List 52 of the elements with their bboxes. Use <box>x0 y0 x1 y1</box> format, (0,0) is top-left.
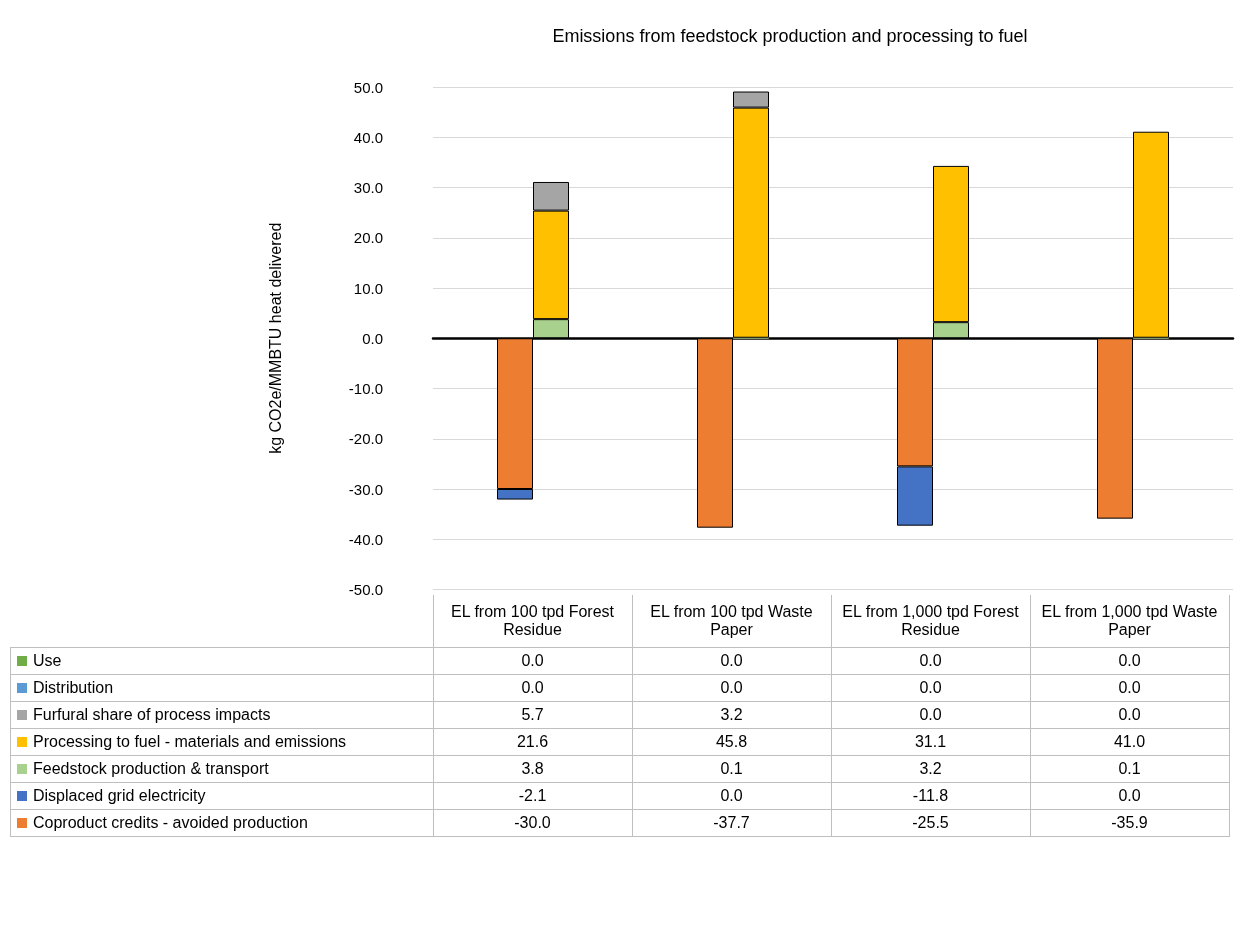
data-label: 0.0 <box>831 701 1030 728</box>
data-label: 3.8 <box>433 755 632 782</box>
data-label: 3.2 <box>831 755 1030 782</box>
data-label: 45.8 <box>632 728 831 755</box>
data-label: 0.0 <box>1030 782 1229 809</box>
y-tick-label: 10.0 <box>353 279 383 297</box>
data-label: 0.1 <box>1030 755 1229 782</box>
data-label: -37.7 <box>632 809 831 836</box>
y-tick-label: 50.0 <box>353 78 383 96</box>
data-label: 0.0 <box>433 647 632 674</box>
x-tick-label: EL from 100 tpd Forest Residue <box>433 595 632 647</box>
data-label: 0.0 <box>632 647 831 674</box>
x-tick-label: EL from 1,000 tpd Forest Residue <box>831 595 1030 647</box>
data-label: 31.1 <box>831 728 1030 755</box>
legend-label: Furfural share of process impacts <box>10 701 433 728</box>
data-label: 21.6 <box>433 728 632 755</box>
y-tick-label: -50.0 <box>348 581 383 598</box>
legend-label: Coproduct credits - avoided production <box>10 809 433 836</box>
legend-label: Processing to fuel - materials and emissions <box>10 728 433 755</box>
y-tick-label: 20.0 <box>353 229 383 247</box>
data-label: 0.1 <box>632 755 831 782</box>
data-label: -35.9 <box>1030 809 1229 836</box>
legend-label: Feedstock production & transport <box>10 755 433 782</box>
data-label: -11.8 <box>831 782 1030 809</box>
data-label: 0.0 <box>433 674 632 701</box>
x-tick-label: EL from 1,000 tpd Waste Paper <box>1030 595 1229 647</box>
data-label: 0.0 <box>1030 647 1229 674</box>
y-tick-label: -30.0 <box>348 480 383 498</box>
data-label: 0.0 <box>831 674 1030 701</box>
data-label: 0.0 <box>831 647 1030 674</box>
y-tick-label: 0.0 <box>362 329 383 347</box>
data-label: -25.5 <box>831 809 1030 836</box>
data-label: 5.7 <box>433 701 632 728</box>
x-tick-label: EL from 100 tpd Waste Paper <box>632 595 831 647</box>
data-label: 0.0 <box>632 782 831 809</box>
y-axis-title: kg CO2e/MMBTU heat delivered <box>266 222 284 454</box>
y-tick-label: 40.0 <box>353 128 383 146</box>
data-label: 0.0 <box>1030 674 1229 701</box>
legend-label: Distribution <box>10 674 433 701</box>
y-tick-label: 30.0 <box>353 179 383 196</box>
y-tick-label: -20.0 <box>348 430 383 448</box>
legend-label: Displaced grid electricity <box>10 782 433 809</box>
chart-title: Emissions from feedstock production and processing to fuel <box>552 26 1028 46</box>
y-tick-label: -40.0 <box>348 530 383 548</box>
data-label: 41.0 <box>1030 728 1229 755</box>
legend-label: Use <box>10 647 433 674</box>
y-tick-label: -10.0 <box>348 380 383 397</box>
data-label: 0.0 <box>632 674 831 701</box>
data-label: -30.0 <box>433 809 632 836</box>
data-label: -2.1 <box>433 782 632 809</box>
data-label: 0.0 <box>1030 701 1229 728</box>
data-label: 3.2 <box>632 701 831 728</box>
